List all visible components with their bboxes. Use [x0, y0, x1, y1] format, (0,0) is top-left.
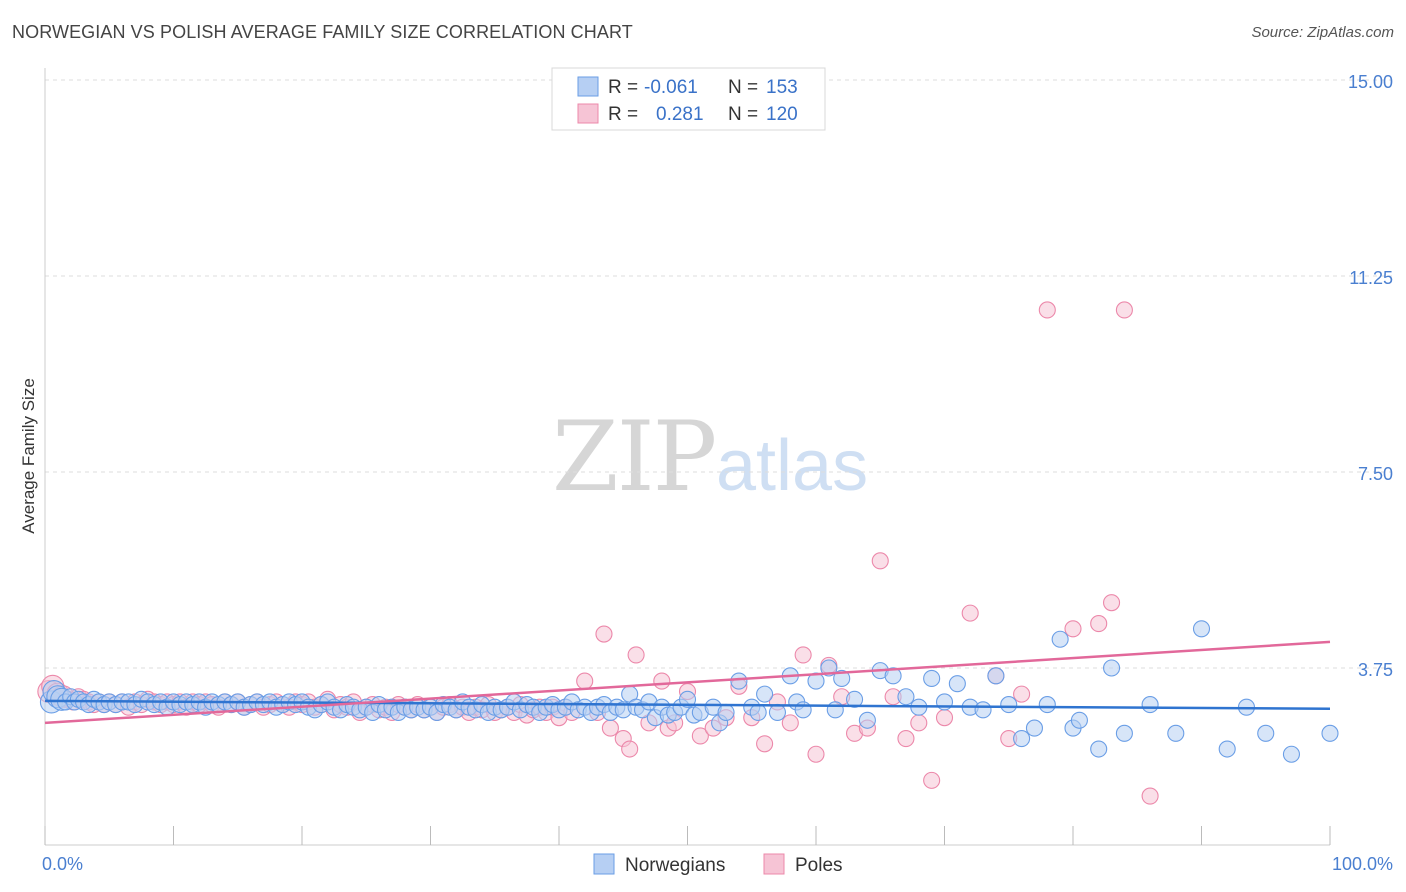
pole-point [1038, 301, 1056, 319]
legend-marker-norwegians [593, 853, 615, 875]
norwegian-point [987, 667, 1005, 685]
x-tick-label-start: 0.0% [42, 854, 83, 874]
grid-lines [45, 79, 1392, 669]
legend-n-label-2: N = [728, 104, 758, 125]
legend-n-label-1: N = [728, 77, 758, 98]
norwegian-point [794, 701, 812, 719]
y-tick-label: 15.00 [1348, 72, 1393, 92]
pole-point [1103, 594, 1121, 612]
legend-label-poles: Poles [795, 855, 843, 876]
norwegian-point [1090, 740, 1108, 758]
norwegian-point [974, 701, 992, 719]
norwegian-point [717, 703, 735, 721]
x-tick-labels: 0.0% 100.0% [42, 854, 1393, 874]
norwegian-point [948, 675, 966, 693]
norwegian-point [1038, 696, 1056, 714]
norwegian-point [858, 711, 876, 729]
pole-point [1064, 620, 1082, 638]
norwegian-point [833, 669, 851, 688]
trend-line-norwegians [44, 699, 1331, 711]
legend-n-value-2: 120 [766, 104, 798, 125]
norwegian-point [1115, 724, 1133, 742]
trend-line-poles [44, 640, 1331, 725]
norwegian-point [1141, 696, 1159, 714]
x-tick-label-end: 100.0% [1332, 854, 1393, 874]
pole-point [621, 740, 639, 758]
pole-point [653, 672, 671, 690]
data-points [37, 301, 1339, 805]
norwegian-point [1051, 630, 1069, 648]
norwegian-point [884, 667, 902, 685]
legend-r-label-1: R = [608, 77, 638, 98]
pole-point [595, 625, 613, 643]
watermark-zip: ZIP [552, 401, 715, 513]
norwegian-point [897, 688, 915, 706]
legend-n-value-1: 153 [766, 77, 798, 98]
watermark-atlas: atlas [716, 426, 868, 506]
legend-r-label-2: R = [608, 104, 638, 125]
pole-point [781, 714, 799, 732]
series-legend: Norwegians Poles [593, 853, 843, 876]
legend-r-value-2: 0.281 [656, 104, 704, 125]
legend-r-value-1: -0.061 [644, 77, 698, 98]
norwegian-point [1257, 724, 1275, 742]
y-axis-title: Average Family Size [19, 378, 38, 534]
y-tick-label: 11.25 [1349, 268, 1393, 288]
pole-point [923, 771, 941, 789]
norwegian-point [1025, 719, 1043, 737]
norwegian-point [1103, 659, 1121, 677]
pole-point [871, 552, 889, 570]
pole-point [1141, 787, 1159, 805]
pole-point [935, 709, 954, 727]
pole-point [961, 604, 979, 622]
norwegian-point [1321, 724, 1339, 742]
norwegian-point [756, 685, 774, 703]
norwegian-point [826, 701, 844, 719]
norwegian-point [1000, 696, 1018, 714]
pole-point [910, 714, 928, 732]
norwegian-point [678, 690, 697, 708]
trend-lines [44, 640, 1331, 725]
y-tick-labels: 3.75 7.50 11.25 15.00 [1348, 72, 1393, 680]
norwegian-point [845, 690, 864, 708]
norwegian-point [1192, 620, 1211, 638]
pole-point [601, 719, 619, 737]
norwegian-point [768, 703, 787, 721]
legend-swatch-norwegians [577, 76, 599, 97]
pole-point [1115, 301, 1133, 319]
y-tick-label: 3.75 [1358, 660, 1393, 680]
pole-point [794, 646, 812, 664]
pole-point [756, 735, 774, 753]
chart-title: NORWEGIAN VS POLISH AVERAGE FAMILY SIZE … [12, 22, 633, 42]
legend-marker-poles [763, 853, 785, 875]
pole-point [1090, 615, 1108, 633]
norwegian-point [1013, 730, 1031, 748]
source-label: Source: ZipAtlas.com [1251, 24, 1394, 41]
pole-point [807, 745, 825, 763]
stats-legend: R = -0.061 N = 153 R = 0.281 N = 120 [551, 67, 826, 131]
legend-label-norwegians: Norwegians [625, 855, 725, 876]
pole-point [576, 672, 594, 690]
norwegian-point [1167, 724, 1185, 742]
norwegian-point [1282, 745, 1300, 763]
pole-point [1013, 685, 1031, 703]
norwegian-point [1070, 711, 1088, 729]
pole-point [897, 730, 915, 748]
norwegian-point [1218, 740, 1236, 758]
y-tick-label: 7.50 [1358, 464, 1393, 484]
axes [44, 68, 1331, 846]
pole-point [627, 646, 645, 664]
norwegian-point [730, 672, 748, 690]
pole-point [691, 727, 709, 745]
norwegian-point [749, 703, 767, 721]
legend-swatch-poles [577, 103, 599, 124]
norwegian-point [923, 669, 941, 688]
